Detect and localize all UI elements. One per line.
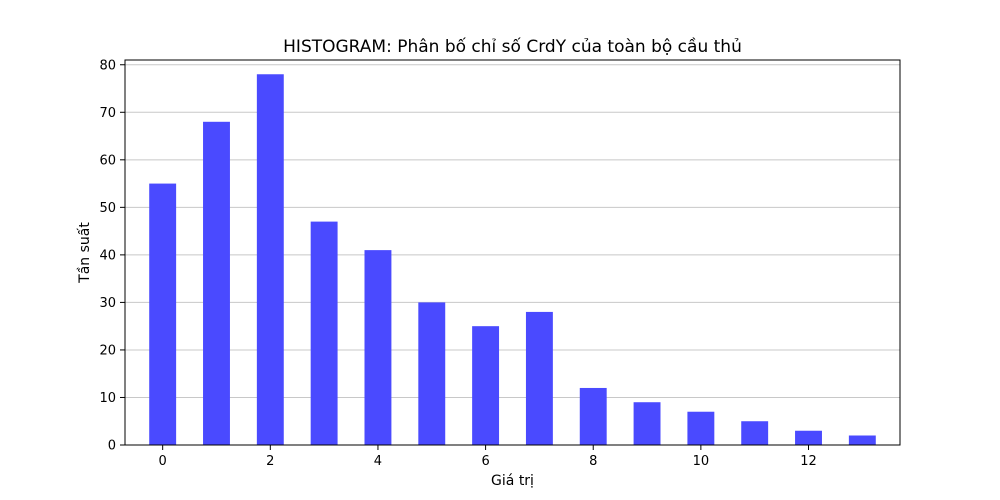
bars	[149, 74, 876, 445]
x-tick-label: 10	[693, 454, 710, 469]
histogram-bar	[203, 121, 230, 445]
histogram-bar	[149, 183, 177, 445]
x-tick-label: 12	[800, 454, 817, 469]
histogram-bar	[525, 311, 553, 445]
y-tick-label: 60	[99, 153, 116, 168]
histogram-bar	[579, 387, 607, 445]
x-tick-label: 2	[266, 454, 274, 469]
histogram-bar	[418, 302, 446, 445]
x-axis-ticks: 0 2 4 6 8 10 12	[159, 445, 817, 469]
y-tick-label: 50	[99, 201, 116, 216]
y-axis-label: Tần suất	[77, 222, 93, 284]
y-axis-ticks: 0 10 20 30 40 50 60 70 80	[99, 58, 125, 454]
histogram-bar	[256, 74, 284, 445]
y-tick-label: 70	[99, 106, 116, 121]
histogram-bar	[795, 430, 822, 445]
histogram-bar	[310, 221, 338, 445]
plot-area	[124, 59, 901, 446]
y-tick-label: 40	[99, 248, 116, 263]
histogram-bar	[848, 435, 876, 445]
x-tick-label: 8	[589, 454, 597, 469]
x-tick-label: 4	[374, 454, 382, 469]
y-tick-label: 30	[99, 296, 116, 311]
grid-lines	[125, 64, 900, 446]
chart-title: HISTOGRAM: Phân bố chỉ số CrdY của toàn …	[283, 36, 742, 57]
histogram-bar	[633, 402, 661, 445]
histogram-bar	[687, 411, 715, 445]
x-axis-label: Giá trị	[491, 473, 534, 489]
x-tick-label: 0	[159, 454, 167, 469]
histogram-bar	[741, 421, 769, 445]
y-tick-label: 0	[108, 439, 116, 454]
histogram-bar	[472, 326, 500, 445]
y-tick-label: 80	[99, 58, 116, 73]
y-tick-label: 10	[99, 391, 116, 406]
x-tick-label: 6	[481, 454, 489, 469]
histogram-bar	[364, 250, 392, 445]
y-tick-label: 20	[99, 343, 116, 358]
